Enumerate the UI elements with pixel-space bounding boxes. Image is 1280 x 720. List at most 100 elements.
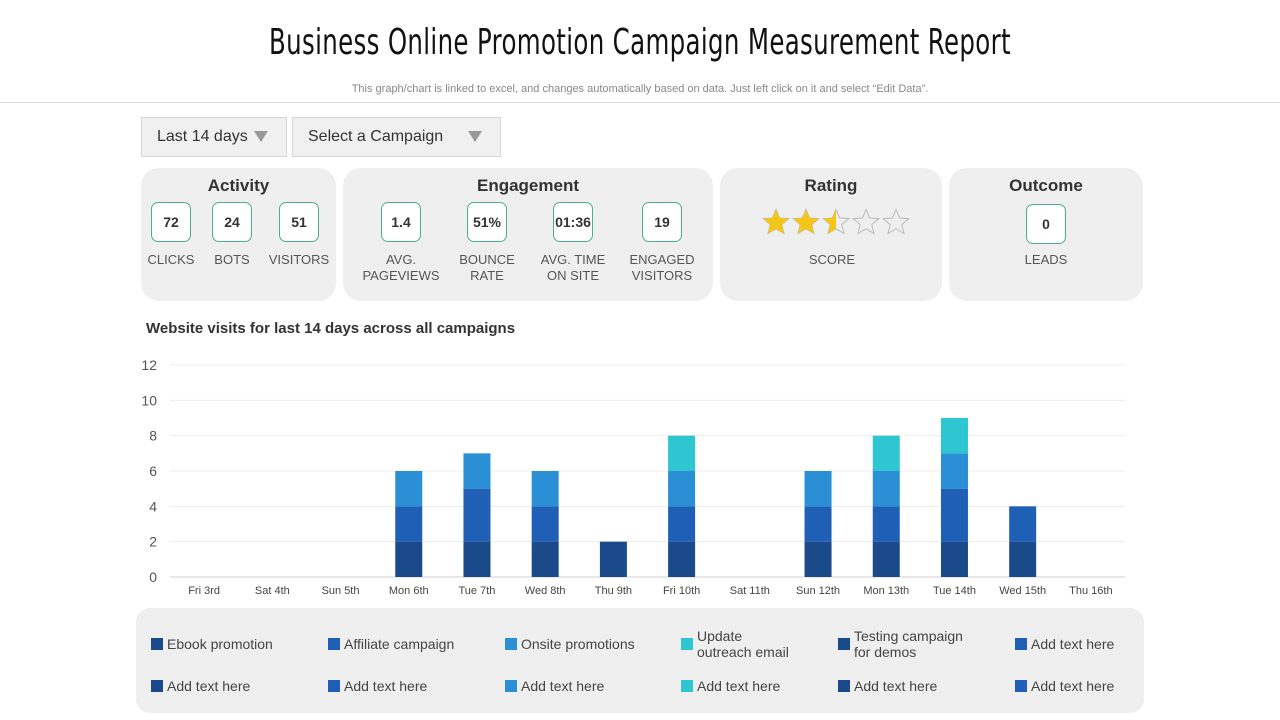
legend-swatch [1015,638,1027,650]
x-tick-label: Wed 8th [525,585,566,597]
bar-segment [804,471,832,507]
legend-swatch [681,680,693,692]
legend-label: Ebook promotion [167,636,273,652]
y-tick-label: 6 [149,463,157,479]
report-subtitle: This graph/chart is linked to excel, and… [351,83,929,95]
bar-segment [940,453,968,489]
star-icon [792,208,820,235]
engaged-visitors-label-line2: VISITORS [631,268,693,283]
bar-segment [1009,541,1037,577]
bar-segment [531,541,559,577]
period-dropdown[interactable]: Last 14 days [141,117,287,157]
website-visits-chart: 0 2 4 6 8 10 12 Fri 3rd Sat 4th Sun 5th Mon 6th Tue… [141,357,1125,597]
bar-segment [872,541,900,577]
bar-segment [395,506,423,542]
avg-time-label-line2: ON SITE [546,268,599,283]
legend-label: Affiliate campaign [344,636,455,652]
x-tick-label: Fri 10th [663,585,700,597]
y-tick-label: 4 [149,498,157,514]
legend-label: Update outreach email [697,628,789,660]
avg-time-value: 01:36 [553,202,593,242]
legend-swatch [328,638,340,650]
x-tick-label: Sun 5th [322,585,360,597]
x-tick-label: Mon 13th [863,585,909,597]
y-tick-label: 10 [141,392,157,408]
bounce-rate-label-line1: BOUNCE [459,252,515,267]
bar-segment [940,541,968,577]
avg-time-label-line1: AVG. TIME [540,252,606,267]
bar-segment [599,541,627,577]
bar-segment [940,488,968,542]
x-tick-label: Thu 9th [595,585,632,597]
y-tick-label: 0 [149,569,157,585]
clicks-label: CLICKS [147,252,195,267]
visitors-label: VISITORS [268,252,330,267]
star-icon [852,208,880,235]
legend-swatch [151,680,163,692]
clicks-value: 72 [151,202,191,242]
avg-pageviews-value: 1.4 [381,202,421,242]
legend-swatch [505,638,517,650]
activity-panel: Activity 72 CLICKS 24 BOTS 51 VISITORS [141,168,336,301]
bounce-rate-label-line2: RATE [470,268,504,283]
bar-segment [668,435,696,471]
rating-panel: Rating SCORE [720,168,942,301]
x-tick-label: Wed 15th [999,585,1046,597]
rating-title: Rating [804,176,858,195]
bar-segment [804,506,832,542]
engaged-visitors-value: 19 [642,202,682,242]
engagement-title: Engagement [476,176,580,195]
bar-segment [463,453,491,489]
legend-label: Testing campaign for demos [854,628,963,660]
campaign-dropdown[interactable]: Select a Campaign [292,117,501,157]
engaged-visitors-label: ENGAGED VISITORS [612,252,712,284]
bar-segment [872,435,900,471]
bar-segment [872,506,900,542]
header-divider [0,102,1280,103]
legend-label: Add text here [344,678,428,694]
chart-legend: Ebook promotion Affiliate campaign Onsite … [136,608,1144,713]
bar-segment [804,541,832,577]
legend-swatch [328,680,340,692]
campaign-dropdown-label: Select a Campaign [308,128,444,145]
avg-pageviews-label: AVG. PAGEVIEWS [351,252,451,284]
bar-segment [668,506,696,542]
chevron-down-icon [254,131,268,142]
x-tick-label: Tue 14th [933,585,976,597]
visitors-value: 51 [279,202,319,242]
legend-swatch [681,638,693,650]
chart-title: Website visits for last 14 days across a… [146,320,516,337]
star-icon [762,208,790,235]
star-icon [822,208,850,235]
bar-segment [531,506,559,542]
period-dropdown-label: Last 14 days [157,128,248,145]
x-tick-label: Sat 11th [730,585,770,597]
bar-segment [872,471,900,507]
bar-segment [668,471,696,507]
bar-segment [395,471,423,507]
x-tick-label: Sun 12th [796,585,840,597]
bots-label: BOTS [214,252,250,267]
bar-segment [1009,506,1037,542]
bar-segment [463,488,491,542]
bar-segment [668,541,696,577]
bar-segment [463,541,491,577]
activity-title: Activity [207,176,270,195]
x-tick-label: Thu 16th [1069,585,1112,597]
bar-segment [531,471,559,507]
outcome-title: Outcome [1009,176,1083,195]
bar-segment [395,541,423,577]
bots-value: 24 [212,202,252,242]
star-icon [882,208,910,235]
legend-label: Add text here [1031,678,1115,694]
report-title: Business Online Promotion Campaign Measu… [269,22,1011,63]
legend-label: Add text here [854,678,938,694]
legend-label: Add text here [167,678,251,694]
y-tick-label: 8 [149,428,157,444]
engaged-visitors-label-line1: ENGAGED [629,252,695,267]
x-tick-label: Mon 6th [389,585,429,597]
avg-pageviews-label-line2: PAGEVIEWS [362,268,440,283]
bounce-rate-label: BOUNCE RATE [437,252,537,284]
outcome-panel: Outcome 0 LEADS [949,168,1143,301]
bar-segment [940,418,968,454]
